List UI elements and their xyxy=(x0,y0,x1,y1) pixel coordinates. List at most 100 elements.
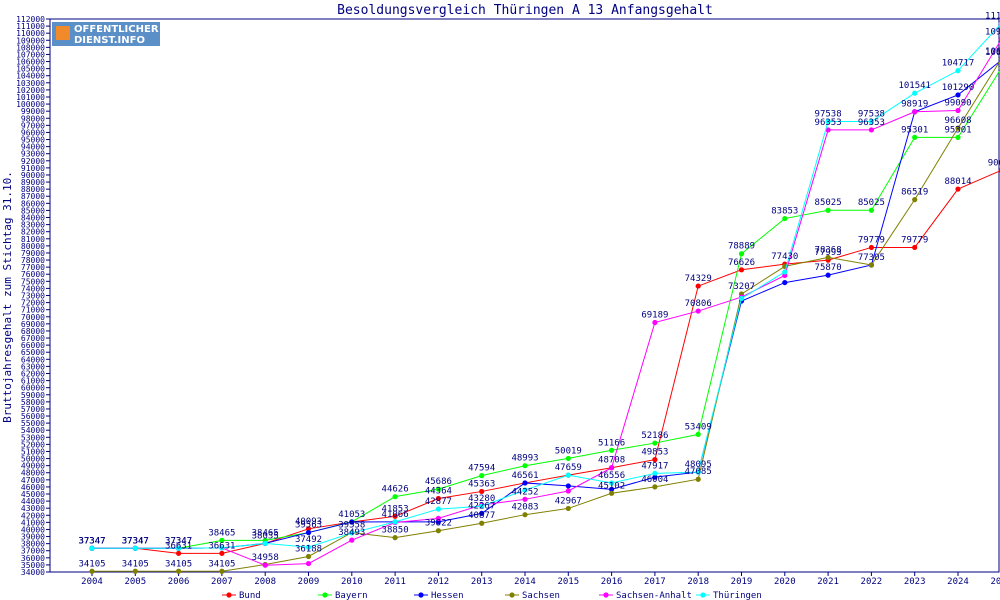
series-point xyxy=(219,537,225,543)
data-label: 47659 xyxy=(555,463,582,473)
y-tick-label: 101000 xyxy=(16,93,45,102)
data-label: 36631 xyxy=(165,541,192,551)
y-tick-label: 66000 xyxy=(21,341,45,350)
y-axis-ticks: 3400035000360003700038000390004000041000… xyxy=(16,15,50,577)
series-line-bund xyxy=(92,170,1000,554)
data-label: 40093 xyxy=(295,517,322,527)
data-label: 97538 xyxy=(858,110,885,120)
legend-label: Sachsen xyxy=(522,591,560,600)
data-label: 37492 xyxy=(295,535,322,545)
x-tick-label: 2013 xyxy=(471,577,493,587)
data-label: 51166 xyxy=(598,438,625,448)
y-tick-label: 106000 xyxy=(16,58,45,67)
y-tick-label: 41000 xyxy=(21,518,45,527)
series-point xyxy=(695,469,701,475)
x-tick-label: 2022 xyxy=(861,577,883,587)
data-label: 83853 xyxy=(771,207,798,217)
y-tick-label: 59000 xyxy=(21,391,45,400)
y-tick-label: 75000 xyxy=(21,277,45,286)
series-point xyxy=(868,244,875,251)
data-label: 79779 xyxy=(858,235,885,245)
y-tick-label: 85000 xyxy=(21,206,45,215)
data-label: 38850 xyxy=(382,526,409,536)
series-point xyxy=(89,545,95,551)
y-tick-label: 57000 xyxy=(21,405,45,414)
series-point xyxy=(652,440,658,446)
y-tick-label: 96000 xyxy=(21,128,45,137)
series-point xyxy=(219,550,225,556)
legend-marker xyxy=(700,592,706,598)
data-label: 79779 xyxy=(901,235,928,245)
y-tick-label: 103000 xyxy=(16,79,45,88)
y-tick-label: 38000 xyxy=(21,540,45,549)
series-point xyxy=(176,550,182,556)
series-point xyxy=(955,186,961,192)
series-point xyxy=(565,472,571,478)
series-point xyxy=(912,90,918,96)
series-point xyxy=(262,562,268,568)
series-point xyxy=(522,487,528,493)
data-label: 48993 xyxy=(511,454,538,464)
data-label: 97538 xyxy=(815,110,842,120)
data-label: 104717 xyxy=(942,59,975,69)
data-label: 37347 xyxy=(122,536,149,546)
series-point xyxy=(955,92,961,98)
data-label: 34105 xyxy=(78,559,105,569)
series-point xyxy=(955,68,961,74)
data-label: 37347 xyxy=(78,536,105,546)
x-tick-label: 2011 xyxy=(384,577,406,587)
series-point xyxy=(176,568,182,574)
data-label: 41053 xyxy=(338,510,365,520)
data-label: 106182 xyxy=(985,48,1000,58)
x-tick-label: 2020 xyxy=(774,577,796,587)
data-label: 78368 xyxy=(815,245,842,255)
series-point xyxy=(825,272,831,278)
data-label: 36188 xyxy=(295,544,322,554)
x-tick-label: 2005 xyxy=(124,577,146,587)
series-point xyxy=(522,512,528,518)
y-tick-label: 44000 xyxy=(21,497,45,506)
y-tick-label: 45000 xyxy=(21,490,45,499)
y-axis-label: Bruttojahresgehalt zum Stichtag 31.10. xyxy=(1,171,14,423)
y-tick-label: 105000 xyxy=(16,65,45,74)
y-tick-label: 102000 xyxy=(16,86,45,95)
series-point xyxy=(479,473,485,479)
data-label: 46561 xyxy=(511,471,538,481)
series-point xyxy=(912,109,918,115)
series-point xyxy=(868,118,875,125)
data-label: 77993 xyxy=(815,248,842,258)
series-point xyxy=(479,488,485,495)
data-label: 34105 xyxy=(165,559,192,569)
series-point xyxy=(305,560,312,567)
data-label: 95301 xyxy=(901,125,928,135)
y-tick-label: 46000 xyxy=(21,483,45,492)
y-tick-label: 84000 xyxy=(21,214,45,223)
series-point xyxy=(609,490,615,496)
series-point xyxy=(738,295,745,302)
y-tick-label: 51000 xyxy=(21,447,45,456)
x-tick-label: 2015 xyxy=(557,577,579,587)
y-tick-label: 107000 xyxy=(16,50,45,59)
y-tick-label: 97000 xyxy=(21,121,45,130)
data-label: 48708 xyxy=(598,456,625,466)
data-label: 45102 xyxy=(598,481,625,491)
data-label: 39558 xyxy=(338,521,365,531)
y-tick-label: 65000 xyxy=(21,348,45,357)
data-label: 44626 xyxy=(382,485,409,495)
y-tick-label: 76000 xyxy=(21,270,45,279)
logo-mark xyxy=(56,26,70,40)
series-point xyxy=(912,244,918,251)
y-tick-label: 83000 xyxy=(21,221,45,230)
y-tick-label: 54000 xyxy=(21,426,45,435)
data-label: 96608 xyxy=(944,116,971,126)
legend-label: Sachsen-Anhalt xyxy=(616,591,692,600)
legend-marker xyxy=(322,592,328,598)
y-tick-label: 78000 xyxy=(21,256,45,265)
data-label: 46004 xyxy=(641,475,668,485)
data-label: 48095 xyxy=(685,460,712,470)
y-tick-label: 87000 xyxy=(21,192,45,201)
y-tick-label: 60000 xyxy=(21,384,45,393)
x-tick-label: 2012 xyxy=(428,577,450,587)
legend-marker xyxy=(226,592,232,598)
